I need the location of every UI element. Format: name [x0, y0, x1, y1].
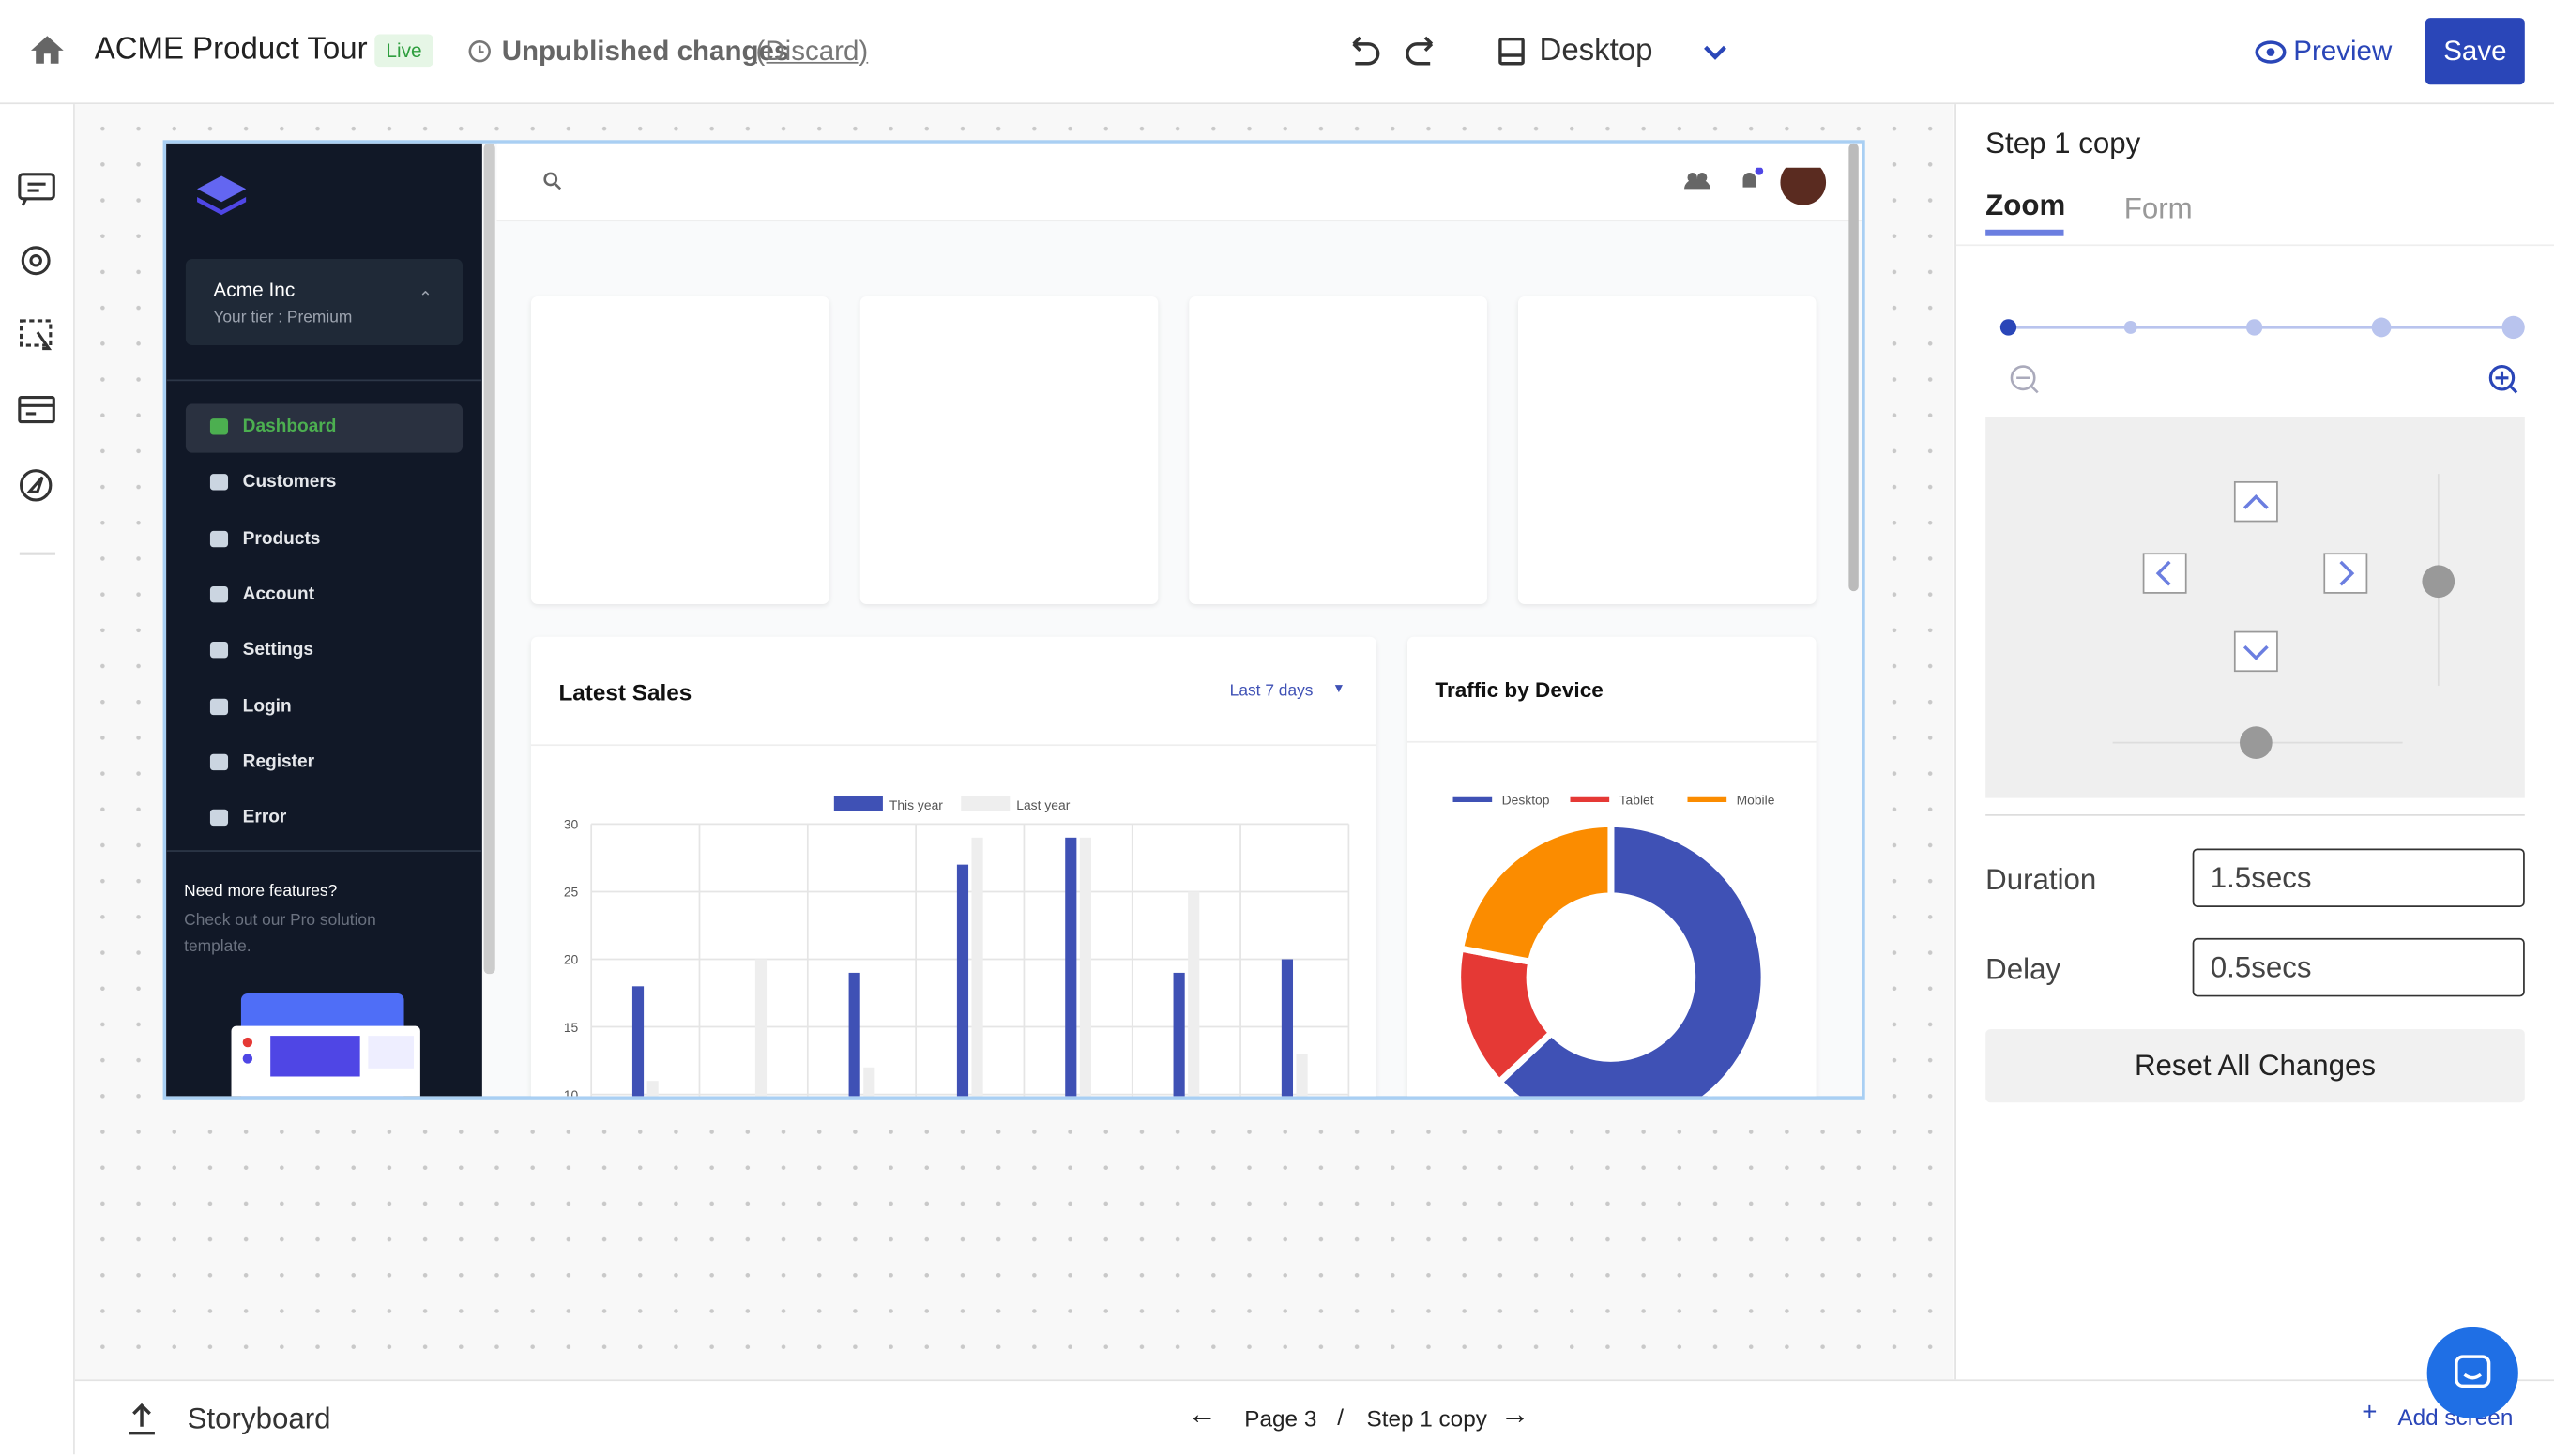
duration-input[interactable]: 1.5secs: [2192, 848, 2525, 907]
nav-icon: [209, 585, 229, 603]
nav-item[interactable]: Login: [242, 696, 292, 716]
nav-item[interactable]: Products: [242, 528, 321, 549]
add-icon: +: [2362, 1399, 2378, 1427]
range-caret: ▼: [1332, 680, 1345, 696]
logo: [197, 175, 247, 216]
divider: [1955, 244, 2554, 247]
separator: /: [1337, 1403, 1345, 1431]
left-rail: [0, 104, 75, 1455]
chat-icon: [2455, 1355, 2491, 1388]
divider: [1406, 740, 1817, 743]
clock-icon: [468, 39, 491, 63]
divider: [166, 850, 482, 852]
traffic-title: Traffic by Device: [1435, 677, 1604, 703]
promo-image: [231, 993, 420, 1097]
scrollbar: [483, 143, 495, 975]
sidebar: Acme Inc Your tier : Premium ⌃ Need more…: [166, 143, 1790, 1097]
divider: [1985, 814, 2525, 816]
nav-item[interactable]: Error: [242, 808, 287, 828]
desktop-icon: [1498, 37, 1525, 66]
top-bar: ACME Product Tour Live Unpublished chang…: [0, 0, 2554, 105]
traffic-panel: [1406, 636, 1817, 1097]
nav-item[interactable]: Account: [242, 584, 315, 604]
storyboard[interactable]: Storyboard: [187, 1402, 331, 1435]
company: Acme Inc: [213, 278, 296, 302]
active-nav: [185, 403, 464, 453]
rail-icons[interactable]: [16, 170, 58, 577]
nav-item[interactable]: Register: [242, 751, 315, 772]
promo-text: Check out our Pro solution template.: [184, 912, 376, 957]
sales-panel: [530, 636, 1376, 1097]
sales-title: Latest Sales: [558, 678, 692, 705]
pan-controls[interactable]: [1985, 417, 2525, 797]
range-select[interactable]: Last 7 days: [1229, 682, 1314, 701]
step-title: Step 1 copy: [1985, 127, 2141, 160]
page: Page 3: [1244, 1405, 1317, 1432]
card: [1517, 296, 1817, 605]
nav-icon: [209, 642, 229, 659]
footer: Storyboard ← Page 3 / Step 1 copy → + Ad…: [74, 1379, 2554, 1456]
nav-item[interactable]: Customers: [242, 472, 337, 493]
undo-redo[interactable]: [1345, 33, 1440, 72]
nav-icon: [209, 418, 229, 435]
nav-icon: [209, 697, 229, 715]
top-icons[interactable]: [1682, 167, 1829, 214]
eye-icon: [2255, 40, 2287, 64]
pan-area[interactable]: [1985, 417, 2525, 798]
nav-icon: [209, 474, 229, 492]
delay-input[interactable]: 0.5secs: [2192, 937, 2525, 997]
preview-button[interactable]: Preview: [2293, 36, 2393, 68]
promo-title: Need more features?: [184, 882, 338, 902]
divider: [166, 379, 482, 382]
status: Unpublished changes: [501, 36, 790, 68]
nav-icon: [209, 753, 229, 770]
step: Step 1 copy: [1366, 1405, 1487, 1432]
discard-link[interactable]: (Discard): [755, 36, 869, 68]
home-icon[interactable]: [29, 33, 65, 66]
tab[interactable]: Form: [2123, 191, 2193, 225]
chevron[interactable]: [1702, 42, 1728, 62]
dash-topbar: [496, 143, 1862, 222]
nav-icon: [209, 809, 229, 827]
nav-icon: [209, 530, 229, 547]
card: [1189, 296, 1487, 605]
search-icon[interactable]: [542, 171, 562, 190]
zoom-slider[interactable]: [1985, 308, 2539, 397]
tour-title: ACME Product Tour: [94, 32, 368, 68]
prev[interactable]: ←: [1187, 1397, 1217, 1431]
chat-button[interactable]: [2426, 1327, 2518, 1419]
card: [859, 296, 1159, 605]
save-button[interactable]: Save: [2425, 18, 2525, 85]
reset-button[interactable]: Reset All Changes: [1985, 1029, 2525, 1103]
right-panel: Step 1 copy Zoom Form Duration 1.5secs D…: [1954, 104, 2554, 1380]
live-badge: Live: [374, 34, 433, 68]
duration-label: Duration: [1985, 863, 2097, 896]
next[interactable]: →: [1499, 1397, 1530, 1431]
selector-icon: ⌃: [418, 290, 433, 309]
tab[interactable]: Zoom: [1985, 189, 2066, 222]
tab-underline: [1985, 229, 2064, 236]
divider: [530, 744, 1376, 747]
device-select[interactable]: Desktop: [1539, 34, 1653, 68]
card: [530, 296, 829, 605]
nav-item[interactable]: Settings: [242, 640, 314, 660]
upload-icon[interactable]: [127, 1401, 156, 1436]
nav-item[interactable]: Dashboard: [242, 417, 337, 437]
scrollbar: [1848, 143, 1859, 592]
screen-frame[interactable]: Acme Inc Your tier : Premium ⌃ Need more…: [162, 140, 1865, 1100]
company-box[interactable]: [185, 259, 464, 346]
delay-label: Delay: [1985, 952, 2061, 986]
tier: Your tier : Premium: [213, 309, 353, 327]
